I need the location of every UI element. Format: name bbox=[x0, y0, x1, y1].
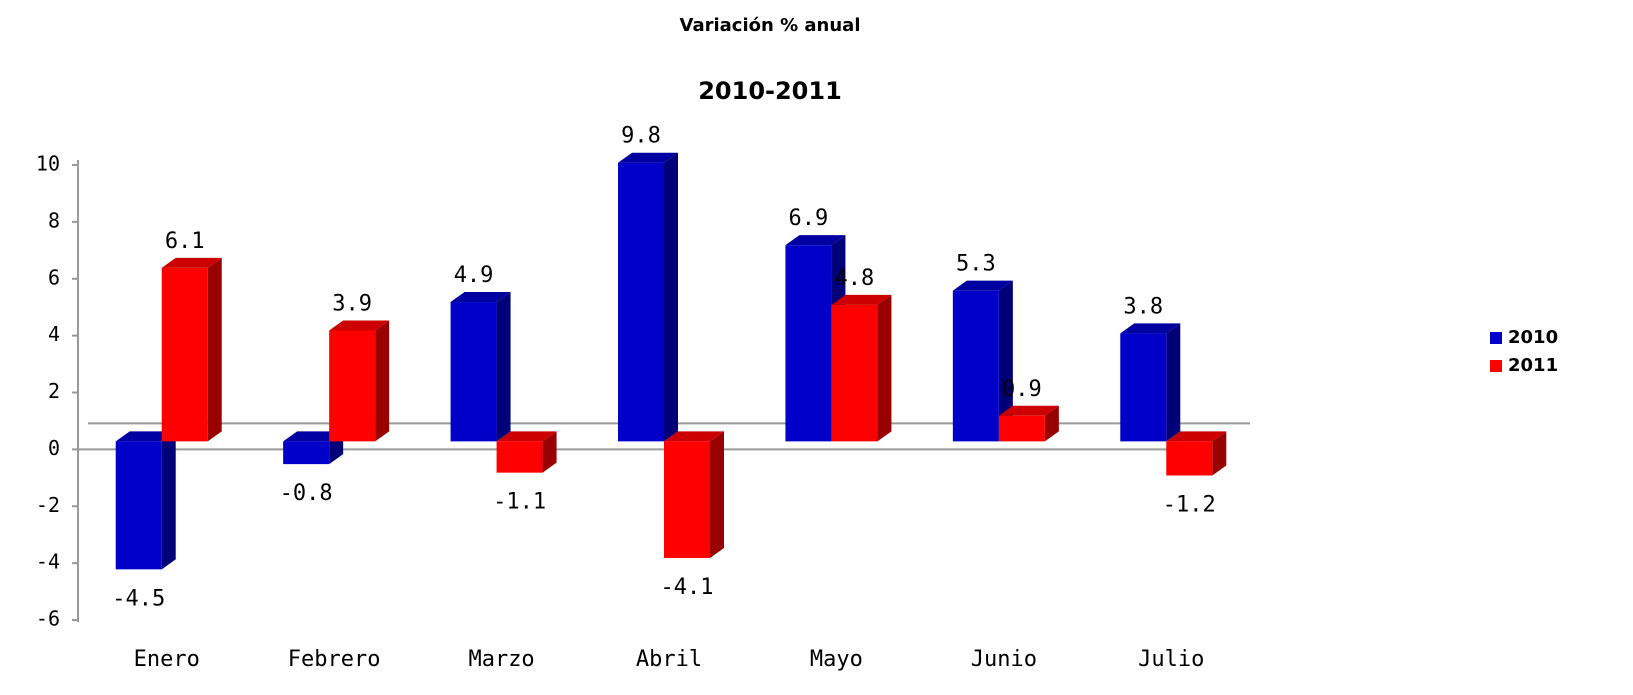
bar-side bbox=[496, 292, 511, 442]
bar bbox=[1166, 441, 1213, 476]
bar-top bbox=[1120, 323, 1181, 334]
bar-top bbox=[1166, 431, 1227, 442]
bar bbox=[664, 441, 710, 558]
y-tick-label: 0 bbox=[48, 436, 60, 460]
bar-side bbox=[998, 280, 1013, 442]
data-label: -4.1 bbox=[661, 575, 714, 600]
data-label: -4.5 bbox=[112, 586, 165, 611]
chart-title: Variación % anual bbox=[680, 15, 861, 36]
bar-top bbox=[664, 431, 724, 442]
bar-side bbox=[1212, 431, 1227, 476]
y-tick-label: 6 bbox=[48, 265, 60, 289]
bar-top bbox=[496, 431, 557, 442]
data-label: -1.2 bbox=[1163, 493, 1216, 518]
bar-top bbox=[831, 294, 892, 305]
data-label: 5.3 bbox=[956, 252, 996, 277]
bar bbox=[618, 162, 664, 442]
data-label: 3.9 bbox=[332, 291, 372, 316]
bar-top bbox=[618, 152, 678, 163]
bar-side bbox=[877, 294, 892, 442]
x-tick-label: Julio bbox=[1138, 647, 1204, 672]
x-tick-label: Mayo bbox=[810, 647, 863, 672]
bar-top bbox=[115, 431, 176, 442]
bar bbox=[283, 441, 330, 465]
bar-side bbox=[1166, 323, 1181, 442]
x-tick-label: Enero bbox=[134, 647, 200, 672]
x-tick-label: Marzo bbox=[468, 647, 534, 672]
bar-side bbox=[375, 320, 390, 442]
legend-swatch bbox=[1490, 360, 1502, 372]
data-label: 4.8 bbox=[835, 266, 875, 291]
y-tick-label: 2 bbox=[48, 379, 60, 403]
y-tick-label: -6 bbox=[36, 607, 60, 631]
bar-side bbox=[710, 431, 724, 558]
bar bbox=[450, 302, 497, 442]
bar-side bbox=[207, 257, 222, 442]
bar-top bbox=[329, 320, 390, 331]
y-tick-label: -4 bbox=[36, 550, 60, 574]
bar-side bbox=[664, 152, 678, 442]
bar-top bbox=[952, 280, 1013, 291]
y-tick-label: 10 bbox=[36, 152, 60, 176]
data-label: 6.1 bbox=[165, 229, 205, 254]
bar bbox=[115, 441, 162, 570]
chart-subtitle: 2010-2011 bbox=[698, 77, 842, 105]
bar bbox=[1120, 333, 1167, 442]
x-tick-label: Junio bbox=[971, 647, 1037, 672]
bar-top bbox=[998, 405, 1059, 416]
bar bbox=[952, 290, 999, 442]
y-tick-label: 8 bbox=[48, 208, 60, 232]
data-label: 9.8 bbox=[621, 124, 661, 149]
bar-top bbox=[161, 257, 222, 268]
data-label: -1.1 bbox=[493, 490, 546, 515]
bar-side bbox=[1044, 405, 1059, 442]
bar-top bbox=[785, 235, 846, 246]
bar bbox=[496, 441, 543, 473]
bar bbox=[785, 245, 832, 442]
bar bbox=[329, 330, 376, 442]
legend-label: 2010 bbox=[1508, 327, 1558, 348]
y-tick-label: 4 bbox=[48, 322, 60, 346]
y-tick-label: -2 bbox=[36, 493, 60, 517]
bar-top bbox=[450, 292, 511, 303]
bar-side bbox=[542, 431, 557, 473]
data-label: -0.8 bbox=[280, 481, 333, 506]
legend-label: 2011 bbox=[1508, 355, 1558, 376]
x-tick-label: Febrero bbox=[288, 647, 381, 672]
data-label: 6.9 bbox=[789, 206, 829, 231]
x-tick-label: Abril bbox=[636, 647, 702, 672]
data-label: 3.8 bbox=[1123, 294, 1163, 319]
bar bbox=[831, 304, 878, 442]
bar-top bbox=[283, 431, 344, 442]
bar-side bbox=[161, 431, 176, 570]
data-label: 0.9 bbox=[1002, 377, 1042, 402]
bar bbox=[998, 415, 1045, 442]
legend-swatch bbox=[1490, 332, 1502, 344]
bar bbox=[161, 267, 208, 442]
data-label: 4.9 bbox=[454, 263, 494, 288]
